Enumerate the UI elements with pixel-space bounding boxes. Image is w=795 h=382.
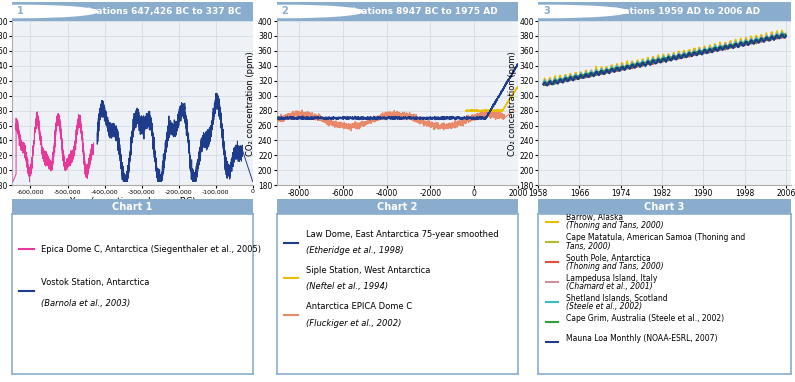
Text: (Chamard et al., 2001): (Chamard et al., 2001) [566, 282, 653, 291]
Text: Chart 2: Chart 2 [378, 202, 417, 212]
Text: Cape Matatula, American Samoa (Thoning and: Cape Matatula, American Samoa (Thoning a… [566, 233, 745, 243]
Text: (Steele et al., 2002): (Steele et al., 2002) [566, 302, 642, 311]
Text: (Thoning and Tans, 2000): (Thoning and Tans, 2000) [566, 262, 664, 270]
Text: CO₂ concentrations 1959 AD to 2006 AD: CO₂ concentrations 1959 AD to 2006 AD [557, 7, 760, 16]
Circle shape [466, 5, 628, 18]
Text: CO₂ concentrations 647,426 BC to 337 BC: CO₂ concentrations 647,426 BC to 337 BC [30, 7, 241, 16]
Text: (Etheridge et al., 1998): (Etheridge et al., 1998) [305, 246, 403, 255]
Text: 2: 2 [281, 6, 289, 16]
Text: Cape Grim, Australia (Steele et al., 2002): Cape Grim, Australia (Steele et al., 200… [566, 314, 724, 323]
Text: Chart 1: Chart 1 [112, 202, 153, 212]
Text: Barrow, Alaska: Barrow, Alaska [566, 214, 623, 222]
X-axis label: Year (negative values = BC): Year (negative values = BC) [334, 201, 461, 210]
Text: Chart 3: Chart 3 [645, 202, 684, 212]
Y-axis label: CO₂ concentration (ppm): CO₂ concentration (ppm) [246, 51, 255, 155]
X-axis label: Year: Year [655, 201, 674, 210]
Text: (Thoning and Tans, 2000): (Thoning and Tans, 2000) [566, 222, 664, 230]
Circle shape [207, 5, 363, 18]
Text: Epica Dome C, Antarctica (Siegenthaler et al., 2005): Epica Dome C, Antarctica (Siegenthaler e… [41, 245, 261, 254]
Text: Mauna Loa Monthly (NOAA-ESRL, 2007): Mauna Loa Monthly (NOAA-ESRL, 2007) [566, 334, 718, 343]
Text: CO₂ concentrations 8947 BC to 1975 AD: CO₂ concentrations 8947 BC to 1975 AD [295, 7, 498, 16]
Text: Vostok Station, Antarctica: Vostok Station, Antarctica [41, 278, 149, 287]
Text: Lampedusa Island, Italy: Lampedusa Island, Italy [566, 274, 657, 283]
Text: (Barnola et al., 2003): (Barnola et al., 2003) [41, 299, 130, 308]
Text: 3: 3 [544, 6, 550, 16]
Text: Shetland Islands, Scotland: Shetland Islands, Scotland [566, 294, 668, 303]
Text: 1: 1 [17, 6, 24, 16]
Text: Siple Station, West Antarctica: Siple Station, West Antarctica [305, 265, 430, 275]
Y-axis label: CO₂ concentration (ppm): CO₂ concentration (ppm) [508, 51, 517, 155]
Text: Law Dome, East Antarctica 75-year smoothed: Law Dome, East Antarctica 75-year smooth… [305, 230, 498, 239]
Text: Antarctica EPICA Dome C: Antarctica EPICA Dome C [305, 303, 412, 311]
Text: (Fluckiger et al., 2002): (Fluckiger et al., 2002) [305, 319, 401, 327]
X-axis label: Year (negative values = BC): Year (negative values = BC) [69, 197, 196, 206]
Circle shape [0, 5, 98, 18]
Text: South Pole, Antarctica: South Pole, Antarctica [566, 254, 651, 262]
Text: Tans, 2000): Tans, 2000) [566, 241, 611, 251]
Text: (Neftel et al., 1994): (Neftel et al., 1994) [305, 282, 388, 291]
